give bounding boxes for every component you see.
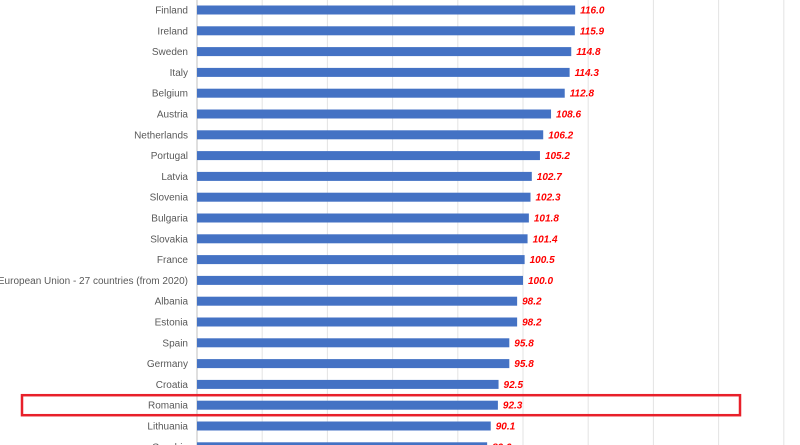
data-label: 105.2	[545, 151, 570, 162]
bar	[197, 47, 572, 57]
category-label: Ireland	[157, 26, 188, 37]
data-label: 112.8	[570, 89, 595, 100]
data-label: 114.8	[576, 47, 601, 58]
category-label: Latvia	[161, 172, 188, 183]
data-label: 100.0	[528, 276, 553, 287]
data-label: 106.2	[548, 130, 573, 141]
data-label: 89.0	[492, 442, 512, 445]
data-label: 95.8	[514, 359, 534, 370]
category-label: Albania	[155, 297, 189, 308]
data-label: 114.3	[575, 68, 600, 79]
category-label: Estonia	[155, 318, 189, 329]
category-label: European Union - 27 countries (from 2020…	[0, 276, 188, 287]
bar	[197, 192, 531, 202]
data-label: 90.1	[496, 422, 516, 433]
category-label: Spain	[162, 338, 188, 349]
data-label: 100.5	[530, 255, 555, 266]
category-label: Portugal	[151, 151, 188, 162]
category-label: Austria	[157, 110, 189, 121]
bar	[197, 421, 491, 431]
bar	[197, 400, 498, 410]
bar	[197, 234, 528, 244]
data-label: 115.9	[580, 26, 605, 37]
category-label: France	[157, 255, 189, 266]
bar	[197, 359, 510, 369]
bar	[197, 109, 552, 119]
category-label: Lithuania	[147, 422, 188, 433]
bar	[197, 26, 575, 36]
bar	[197, 151, 540, 161]
data-label: 116.0	[580, 6, 605, 17]
category-label: Czechia	[152, 442, 189, 445]
bar	[197, 171, 532, 181]
bar	[197, 88, 565, 98]
highlight-box	[20, 393, 742, 417]
data-label: 108.6	[556, 110, 581, 121]
data-label: 101.4	[533, 234, 558, 245]
category-label: Belgium	[152, 89, 188, 100]
category-label: Croatia	[156, 380, 189, 391]
bar	[197, 5, 576, 15]
data-label: 102.7	[537, 172, 562, 183]
bar	[197, 130, 544, 140]
data-label: 92.3	[503, 401, 523, 412]
bar	[197, 442, 488, 445]
bar	[197, 338, 510, 348]
bar	[197, 275, 523, 285]
bar	[197, 255, 525, 265]
bar	[197, 379, 499, 389]
data-label: 92.5	[504, 380, 524, 391]
category-label: Slovenia	[150, 193, 189, 204]
bar	[197, 213, 529, 223]
category-label: Italy	[170, 68, 188, 79]
bar	[197, 296, 518, 306]
data-label: 98.2	[522, 318, 542, 329]
category-label: Bulgaria	[151, 214, 188, 225]
category-label: Sweden	[152, 47, 188, 58]
category-label: Finland	[155, 6, 188, 17]
category-label: Romania	[148, 401, 188, 412]
category-label: Netherlands	[134, 130, 188, 141]
data-label: 101.8	[534, 214, 559, 225]
bar	[197, 317, 518, 327]
data-label: 98.2	[522, 297, 542, 308]
category-label: Germany	[147, 359, 188, 370]
data-label: 102.3	[535, 193, 560, 204]
data-label: 95.8	[514, 338, 534, 349]
bar	[197, 67, 570, 77]
category-label: Slovakia	[150, 234, 188, 245]
